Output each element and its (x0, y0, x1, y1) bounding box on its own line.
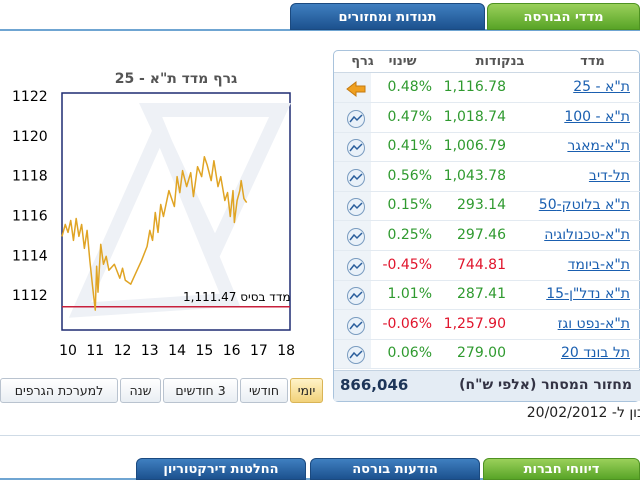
y-tick-label: 1114 (12, 248, 48, 264)
graph-icon[interactable] (345, 168, 367, 188)
column-header: גרף (351, 54, 374, 69)
index-points: 1,257.90 (443, 315, 506, 332)
row-rule (334, 190, 640, 192)
index-change: -0.45% (382, 256, 432, 273)
y-tick-label: 1116 (12, 208, 48, 224)
index-points: 297.46 (457, 227, 506, 243)
index-change: 0.06% (387, 345, 432, 362)
index-link[interactable]: ת"א-מאגר (567, 138, 630, 155)
index-link[interactable]: תל בונד 20 (560, 345, 630, 362)
index-change: -0.06% (382, 315, 432, 332)
row-rule (334, 102, 640, 103)
turnover-label: מחזור המסחר (אלפי ש"ח) (459, 377, 632, 393)
range-button[interactable]: יומי (290, 378, 323, 403)
column-header: שינוי (388, 54, 417, 69)
price-line (61, 155, 248, 311)
index-change: 0.48% (387, 79, 432, 95)
x-tick-label: 16 (223, 343, 241, 359)
index-link[interactable]: ת"א בלוטק-50 (538, 197, 630, 214)
index-link[interactable]: ת"א-נפט וגז (557, 315, 630, 332)
tab[interactable]: החלטות דירקטוריון (136, 458, 306, 480)
index-points: 744.81 (457, 256, 506, 273)
index-change: 0.56% (387, 167, 432, 184)
graph-icon[interactable] (345, 286, 367, 306)
tab[interactable]: הודעות בורסה (310, 458, 480, 480)
index-points: 1,018.74 (443, 108, 506, 125)
index-points: 287.41 (457, 286, 506, 303)
y-tick-label: 1112 (12, 288, 48, 304)
bottom-rule (0, 435, 640, 436)
tab[interactable]: דיווחי חברות (483, 458, 640, 480)
index-change: 0.15% (387, 197, 432, 214)
index-points: 293.14 (457, 197, 506, 214)
index-points: 1,006.79 (443, 138, 506, 155)
index-link[interactable]: ת"א-טכנולוגיה (544, 227, 630, 243)
x-tick-label: 12 (114, 343, 132, 359)
header-rule (334, 72, 640, 73)
graph-icon[interactable] (345, 109, 367, 129)
top-rule (0, 29, 640, 31)
graph-icon[interactable] (345, 316, 367, 336)
row-rule (334, 131, 640, 133)
row-rule (334, 161, 640, 163)
x-tick-label: 10 (59, 343, 77, 359)
index-link[interactable]: ת"א נדל"ן-15 (546, 286, 630, 303)
range-button[interactable]: למערכת הגרפים (0, 378, 118, 403)
index-change: 0.25% (387, 227, 432, 243)
index-points: 279.00 (457, 345, 506, 362)
chart: גרף מדד ת"א - 25 11121114111611181120112… (12, 71, 295, 359)
y-tick-label: 1122 (12, 89, 48, 105)
tab[interactable]: תנודות ומחזורים (290, 3, 485, 30)
index-points: 1,116.78 (443, 79, 506, 95)
updated-date: נכון ל- 20/02/2012 (526, 405, 640, 421)
index-change: 0.47% (387, 108, 432, 125)
chart-title: גרף מדד ת"א - 25 (115, 71, 238, 87)
range-button[interactable]: שנה (120, 378, 161, 403)
range-button[interactable]: 3 חודשים (163, 378, 238, 403)
graph-icon[interactable] (345, 257, 367, 277)
x-tick-label: 15 (195, 343, 213, 359)
index-change: 1.01% (387, 286, 432, 303)
y-tick-label: 1120 (12, 129, 48, 145)
row-rule (334, 309, 640, 311)
plot-frame (61, 92, 291, 331)
x-tick-label: 13 (141, 343, 159, 359)
row-rule (334, 220, 640, 222)
index-link[interactable]: תל-דיב (588, 167, 630, 184)
x-tick-label: 11 (86, 343, 104, 359)
x-tick-label: 18 (277, 343, 295, 359)
x-tick-label: 14 (168, 343, 186, 359)
index-link[interactable]: ת"א - 25 (573, 79, 630, 95)
table-box (333, 50, 640, 402)
range-button[interactable]: חודשי (240, 378, 288, 403)
index-link[interactable]: ת"א-ביומד (567, 256, 630, 273)
graph-icon[interactable] (345, 227, 367, 247)
turnover-row (334, 370, 640, 401)
row-rule (334, 368, 640, 370)
graph-icon[interactable] (345, 197, 367, 217)
turnover-value: 866,046 (340, 376, 409, 394)
row-rule (334, 338, 640, 340)
watermark (68, 103, 291, 318)
row-rule (334, 250, 640, 251)
index-link[interactable]: ת"א - 100 (564, 108, 630, 125)
column-header: מדד (580, 54, 605, 69)
row-rule (334, 279, 640, 281)
x-tick-label: 17 (250, 343, 268, 359)
column-header: בנקודות (475, 54, 525, 69)
selected-arrow[interactable] (345, 79, 367, 99)
index-points: 1,043.78 (443, 167, 506, 184)
index-change: 0.41% (387, 138, 432, 155)
base-line-label: מדד בסיס 1,111.47 (183, 290, 291, 304)
tab[interactable]: מדדי הבורסה (487, 3, 640, 30)
graph-icon[interactable] (345, 138, 367, 158)
y-tick-label: 1118 (12, 169, 48, 185)
graph-icon[interactable] (345, 345, 367, 365)
